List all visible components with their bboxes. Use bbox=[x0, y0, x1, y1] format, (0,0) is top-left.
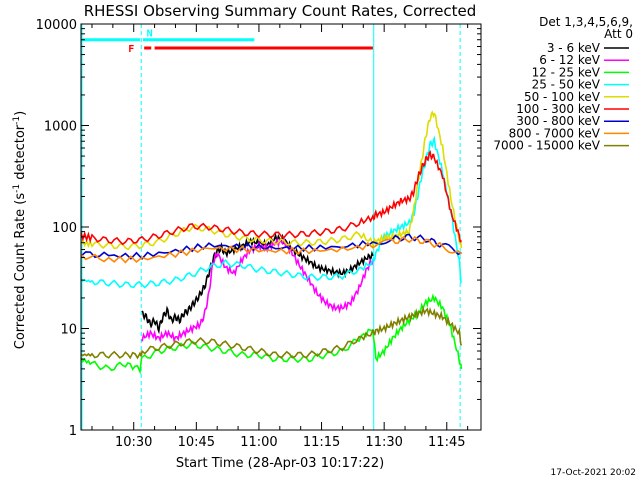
legend-label-2: 12 - 25 keV bbox=[532, 65, 601, 79]
x-tick-label: 11:30 bbox=[365, 435, 402, 450]
legend-header-line2: Att 0 bbox=[604, 27, 633, 41]
legend-label-8: 7000 - 15000 keV bbox=[493, 139, 600, 153]
y-axis-label-sup1: -1 bbox=[12, 184, 22, 193]
y-axis-label-sup2: -1 bbox=[12, 116, 22, 125]
legend-header-line1: Det 1,3,4,5,6,9, bbox=[539, 15, 633, 29]
legend-label-4: 50 - 100 keV bbox=[524, 90, 601, 104]
y-axis-label: Corrected Count Rate (s-1 detector-1) bbox=[12, 111, 28, 349]
y-tick-label: 10 bbox=[60, 323, 77, 338]
y-axis-label-end: ) bbox=[13, 111, 28, 116]
x-axis-label: Start Time (28-Apr-03 10:17:22) bbox=[176, 456, 384, 471]
flag-label-n: N bbox=[147, 29, 153, 40]
y-tick-label: 1 bbox=[69, 424, 77, 439]
x-tick-label: 11:00 bbox=[240, 435, 277, 450]
y-axis-label-main: Corrected Count Rate (s bbox=[13, 193, 28, 350]
x-tick-label: 11:45 bbox=[428, 435, 465, 450]
flag-label-f: F bbox=[128, 44, 134, 55]
series-line-4 bbox=[80, 110, 463, 251]
series-line-7 bbox=[80, 235, 462, 264]
chart-title: RHESSI Observing Summary Count Rates, Co… bbox=[84, 2, 477, 20]
y-tick-label: 1000 bbox=[44, 120, 77, 135]
series-line-6 bbox=[80, 233, 462, 260]
legend-label-0: 3 - 6 keV bbox=[547, 41, 601, 55]
legend-label-6: 300 - 800 keV bbox=[516, 114, 600, 128]
x-tick-label: 11:15 bbox=[303, 435, 340, 450]
axes: 1 10 100 1000 10000 10:30 10:45 11:00 11:15 11:30… bbox=[36, 18, 482, 450]
y-axis-label-mid: detector bbox=[13, 124, 28, 184]
legend-label-1: 6 - 12 keV bbox=[539, 53, 601, 67]
series-line-1 bbox=[141, 237, 374, 344]
series-line-2 bbox=[80, 293, 463, 375]
generation-timestamp: 17-Oct-2021 20:02 bbox=[551, 468, 636, 478]
series-line-8 bbox=[80, 305, 463, 360]
legend-label-7: 800 - 7000 keV bbox=[509, 126, 601, 140]
legend-label-3: 25 - 50 keV bbox=[532, 78, 601, 92]
legend-label-5: 100 - 300 keV bbox=[516, 102, 600, 116]
flag-bars: NF bbox=[81, 29, 373, 55]
series-line-3 bbox=[80, 135, 462, 289]
y-tick-label: 100 bbox=[52, 221, 77, 236]
y-tick-label: 10000 bbox=[36, 18, 77, 33]
x-tick-label: 10:45 bbox=[178, 435, 215, 450]
x-tick-label: 10:30 bbox=[115, 435, 152, 450]
series-lines bbox=[80, 110, 463, 375]
series-line-5 bbox=[80, 150, 462, 246]
